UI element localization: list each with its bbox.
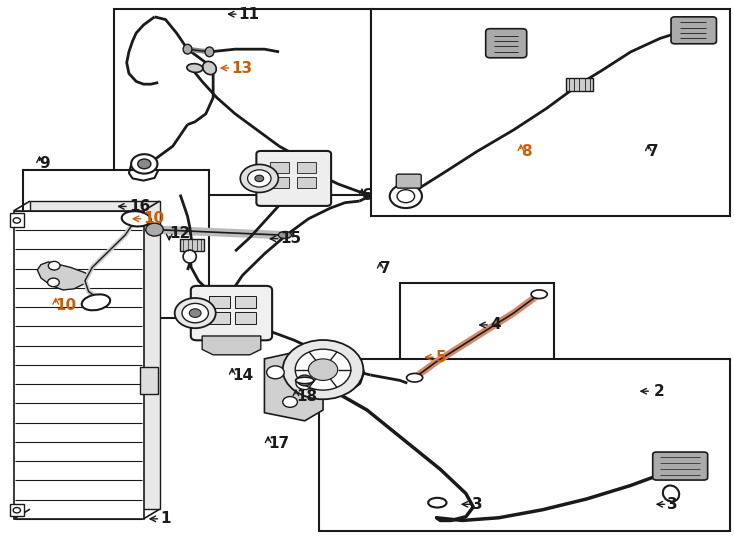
Ellipse shape <box>278 232 291 239</box>
Circle shape <box>146 223 164 236</box>
FancyBboxPatch shape <box>486 29 527 58</box>
Circle shape <box>182 303 208 323</box>
Circle shape <box>308 359 338 380</box>
Bar <box>297 163 316 173</box>
Ellipse shape <box>183 44 192 54</box>
Ellipse shape <box>183 250 196 263</box>
Circle shape <box>13 218 21 223</box>
Circle shape <box>283 396 297 407</box>
Bar <box>319 359 730 531</box>
Circle shape <box>175 298 216 328</box>
Text: 8: 8 <box>521 144 531 159</box>
Text: 3: 3 <box>667 497 678 512</box>
Text: 10: 10 <box>56 298 77 313</box>
Text: 3: 3 <box>473 497 483 512</box>
Text: 7: 7 <box>380 261 390 276</box>
Circle shape <box>390 184 422 208</box>
Text: 12: 12 <box>170 226 190 241</box>
FancyBboxPatch shape <box>191 286 272 340</box>
Ellipse shape <box>407 374 423 382</box>
Bar <box>115 9 371 194</box>
Bar <box>10 213 24 227</box>
Circle shape <box>397 190 415 202</box>
Circle shape <box>247 170 271 187</box>
Bar <box>140 367 159 394</box>
Text: 16: 16 <box>129 199 150 214</box>
Bar <box>566 78 592 91</box>
Bar <box>209 296 230 308</box>
Circle shape <box>255 175 264 181</box>
Circle shape <box>240 165 278 192</box>
Circle shape <box>295 349 351 390</box>
Polygon shape <box>37 262 89 290</box>
Text: 15: 15 <box>280 231 302 246</box>
Polygon shape <box>264 351 323 421</box>
Polygon shape <box>14 211 144 519</box>
Circle shape <box>48 261 60 270</box>
Bar <box>297 177 316 188</box>
Polygon shape <box>30 201 160 509</box>
Circle shape <box>189 309 201 318</box>
Bar <box>180 239 204 251</box>
Bar <box>270 177 289 188</box>
Text: 5: 5 <box>436 350 446 364</box>
Circle shape <box>283 340 363 399</box>
Ellipse shape <box>428 498 446 508</box>
Bar <box>10 504 24 516</box>
Text: 10: 10 <box>144 211 164 226</box>
Bar <box>400 284 554 386</box>
FancyBboxPatch shape <box>396 174 421 188</box>
Circle shape <box>131 154 158 173</box>
Text: 6: 6 <box>362 188 373 203</box>
Ellipse shape <box>187 64 203 72</box>
Text: 18: 18 <box>296 389 317 404</box>
Ellipse shape <box>663 485 679 502</box>
Bar <box>270 163 289 173</box>
Text: 2: 2 <box>654 384 665 399</box>
Circle shape <box>13 508 21 513</box>
Circle shape <box>266 366 284 379</box>
Text: 13: 13 <box>231 60 252 76</box>
Text: 1: 1 <box>161 511 171 526</box>
Ellipse shape <box>122 211 150 226</box>
Text: 17: 17 <box>268 436 289 451</box>
Text: 11: 11 <box>239 6 260 22</box>
Text: 4: 4 <box>490 318 501 333</box>
FancyBboxPatch shape <box>653 452 708 480</box>
Circle shape <box>138 159 151 168</box>
Bar <box>235 296 255 308</box>
Ellipse shape <box>700 19 716 36</box>
Circle shape <box>296 376 313 389</box>
Polygon shape <box>202 336 261 355</box>
Circle shape <box>48 278 59 287</box>
FancyBboxPatch shape <box>671 17 716 44</box>
Text: 9: 9 <box>40 156 50 171</box>
Ellipse shape <box>531 290 548 299</box>
Ellipse shape <box>205 47 214 57</box>
Bar <box>23 170 209 319</box>
Circle shape <box>297 375 312 386</box>
Bar <box>371 9 730 216</box>
Ellipse shape <box>296 377 314 383</box>
Bar <box>209 312 230 324</box>
Ellipse shape <box>203 62 217 75</box>
FancyBboxPatch shape <box>256 151 331 206</box>
Text: 7: 7 <box>648 144 659 159</box>
Text: 14: 14 <box>232 368 253 382</box>
Bar <box>235 312 255 324</box>
Ellipse shape <box>81 294 110 310</box>
